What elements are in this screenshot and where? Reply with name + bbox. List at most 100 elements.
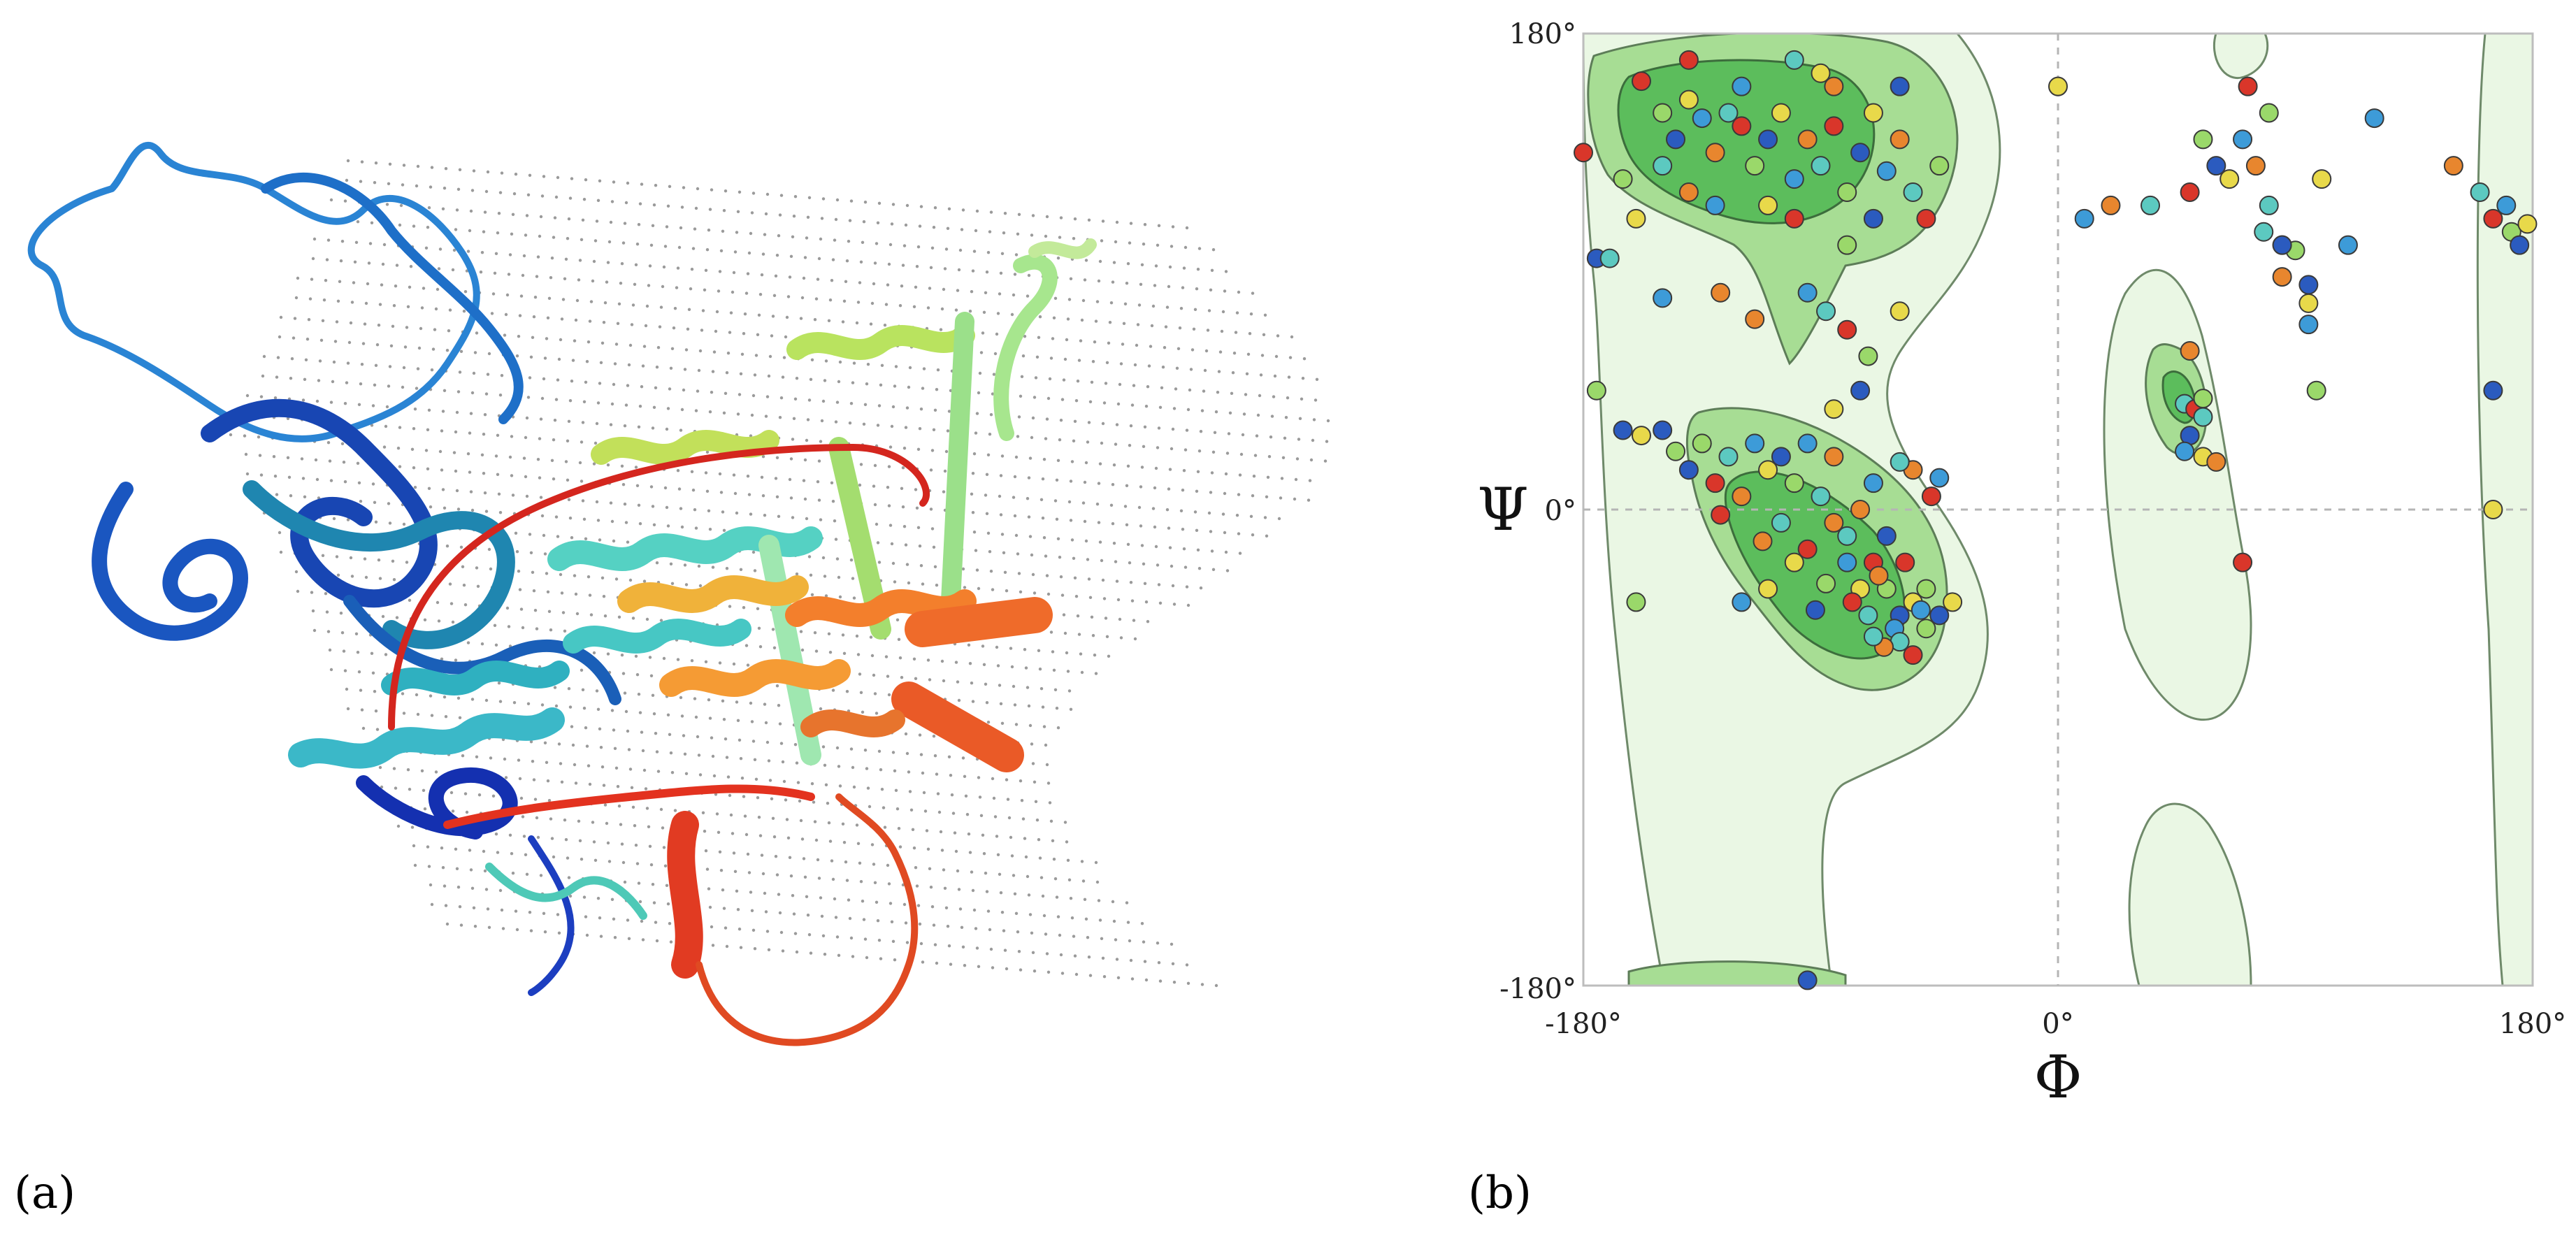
mesh-dot: [933, 565, 937, 568]
mesh-dot: [459, 349, 463, 353]
mesh-dot: [1301, 377, 1305, 380]
mesh-dot: [1000, 721, 1005, 726]
mesh-dot: [905, 563, 909, 566]
mesh-dot: [1027, 273, 1031, 277]
mesh-dot: [574, 318, 578, 322]
mesh-dot: [949, 774, 953, 777]
mesh-dot: [638, 711, 642, 714]
residue-point: [1692, 433, 1712, 454]
mesh-dot: [388, 521, 392, 525]
mesh-dot: [691, 247, 696, 250]
mesh-dot: [886, 283, 890, 287]
panel-b-label: (b): [1468, 1167, 1532, 1219]
mesh-dot: [412, 224, 416, 228]
residue-point: [1745, 309, 1765, 329]
mesh-dot: [908, 366, 912, 370]
mesh-dot: [760, 475, 764, 479]
mesh-dot: [1209, 288, 1213, 291]
mesh-dot: [757, 816, 761, 819]
mesh-dot: [1144, 600, 1149, 604]
mesh-dot: [1041, 477, 1045, 481]
mesh-dot: [870, 843, 875, 846]
mesh-dot: [879, 768, 883, 772]
mesh-dot: [373, 383, 377, 387]
mesh-dot: [1311, 438, 1315, 442]
mesh-dot: [1073, 576, 1077, 579]
mesh-dot: [420, 769, 424, 773]
residue-point: [1811, 156, 1831, 176]
mesh-dot: [1062, 378, 1066, 382]
mesh-dot: [862, 220, 866, 224]
mesh-dot: [914, 285, 918, 289]
mesh-dot: [605, 280, 609, 284]
residue-point: [2259, 103, 2279, 123]
mesh-dot: [336, 299, 340, 303]
mesh-dot: [1238, 551, 1242, 555]
mesh-dot: [789, 457, 793, 461]
mesh-dot: [549, 628, 553, 632]
mesh-dot: [856, 301, 861, 304]
mesh-dot: [1038, 315, 1042, 319]
mesh-dot: [392, 578, 396, 582]
mesh-dot: [1295, 457, 1300, 461]
mesh-dot: [985, 512, 989, 515]
mesh-dot: [728, 331, 732, 334]
mesh-dot: [916, 447, 921, 451]
mesh-dot: [312, 237, 317, 241]
mesh-dot: [947, 755, 951, 759]
mesh-dot: [733, 870, 737, 874]
residue-point: [2101, 195, 2121, 215]
mesh-dot: [1140, 544, 1144, 547]
mesh-dot: [849, 747, 854, 751]
mesh-dot: [412, 427, 416, 431]
mesh-dot: [1039, 498, 1044, 501]
mesh-dot: [1129, 581, 1133, 584]
mesh-dot: [634, 263, 638, 266]
mesh-dot: [584, 537, 588, 540]
mesh-dot: [568, 705, 573, 709]
mesh-dot: [696, 735, 700, 739]
mesh-dot: [649, 863, 654, 867]
residue-point: [1732, 592, 1752, 612]
mesh-dot: [1009, 647, 1013, 650]
mesh-dot: [1027, 515, 1031, 519]
mesh-dot: [310, 591, 314, 594]
mesh-dot: [603, 803, 607, 807]
mesh-dot: [826, 802, 830, 805]
mesh-dot: [856, 842, 861, 846]
mesh-dot: [1010, 665, 1014, 669]
mesh-dot: [413, 486, 417, 489]
mesh-dot: [837, 765, 841, 768]
mesh-dot: [845, 879, 849, 882]
mesh-dot: [800, 837, 805, 841]
mesh-dot: [902, 244, 907, 247]
mesh-dot: [1172, 407, 1177, 410]
mesh-dot: [1090, 615, 1094, 619]
residue-point: [1613, 420, 1633, 440]
mesh-dot: [377, 324, 381, 327]
mesh-dot: [1196, 268, 1200, 271]
mesh-dot: [1140, 263, 1144, 266]
mesh-dot: [494, 454, 498, 458]
mesh-dot: [974, 431, 978, 435]
mesh-dot: [1266, 475, 1270, 479]
mesh-dot: [429, 505, 433, 509]
mesh-dot: [743, 312, 747, 316]
mesh-dot: [518, 777, 522, 781]
mesh-dot: [749, 701, 753, 705]
mesh-dot: [434, 770, 438, 774]
mesh-dot: [831, 258, 835, 261]
mesh-dot: [1195, 528, 1199, 532]
mesh-dot: [1055, 707, 1059, 710]
mesh-dot: [1114, 442, 1118, 446]
mesh-dot: [704, 660, 708, 663]
mesh-dot: [416, 712, 420, 716]
mesh-dot: [972, 250, 977, 253]
mesh-dot: [1013, 475, 1017, 479]
mesh-dot: [912, 657, 916, 661]
mesh-dot: [1035, 819, 1039, 822]
mesh-dot: [336, 573, 340, 577]
mesh-dot: [813, 318, 817, 322]
mesh-dot: [1059, 216, 1063, 219]
mesh-dot: [360, 363, 364, 366]
